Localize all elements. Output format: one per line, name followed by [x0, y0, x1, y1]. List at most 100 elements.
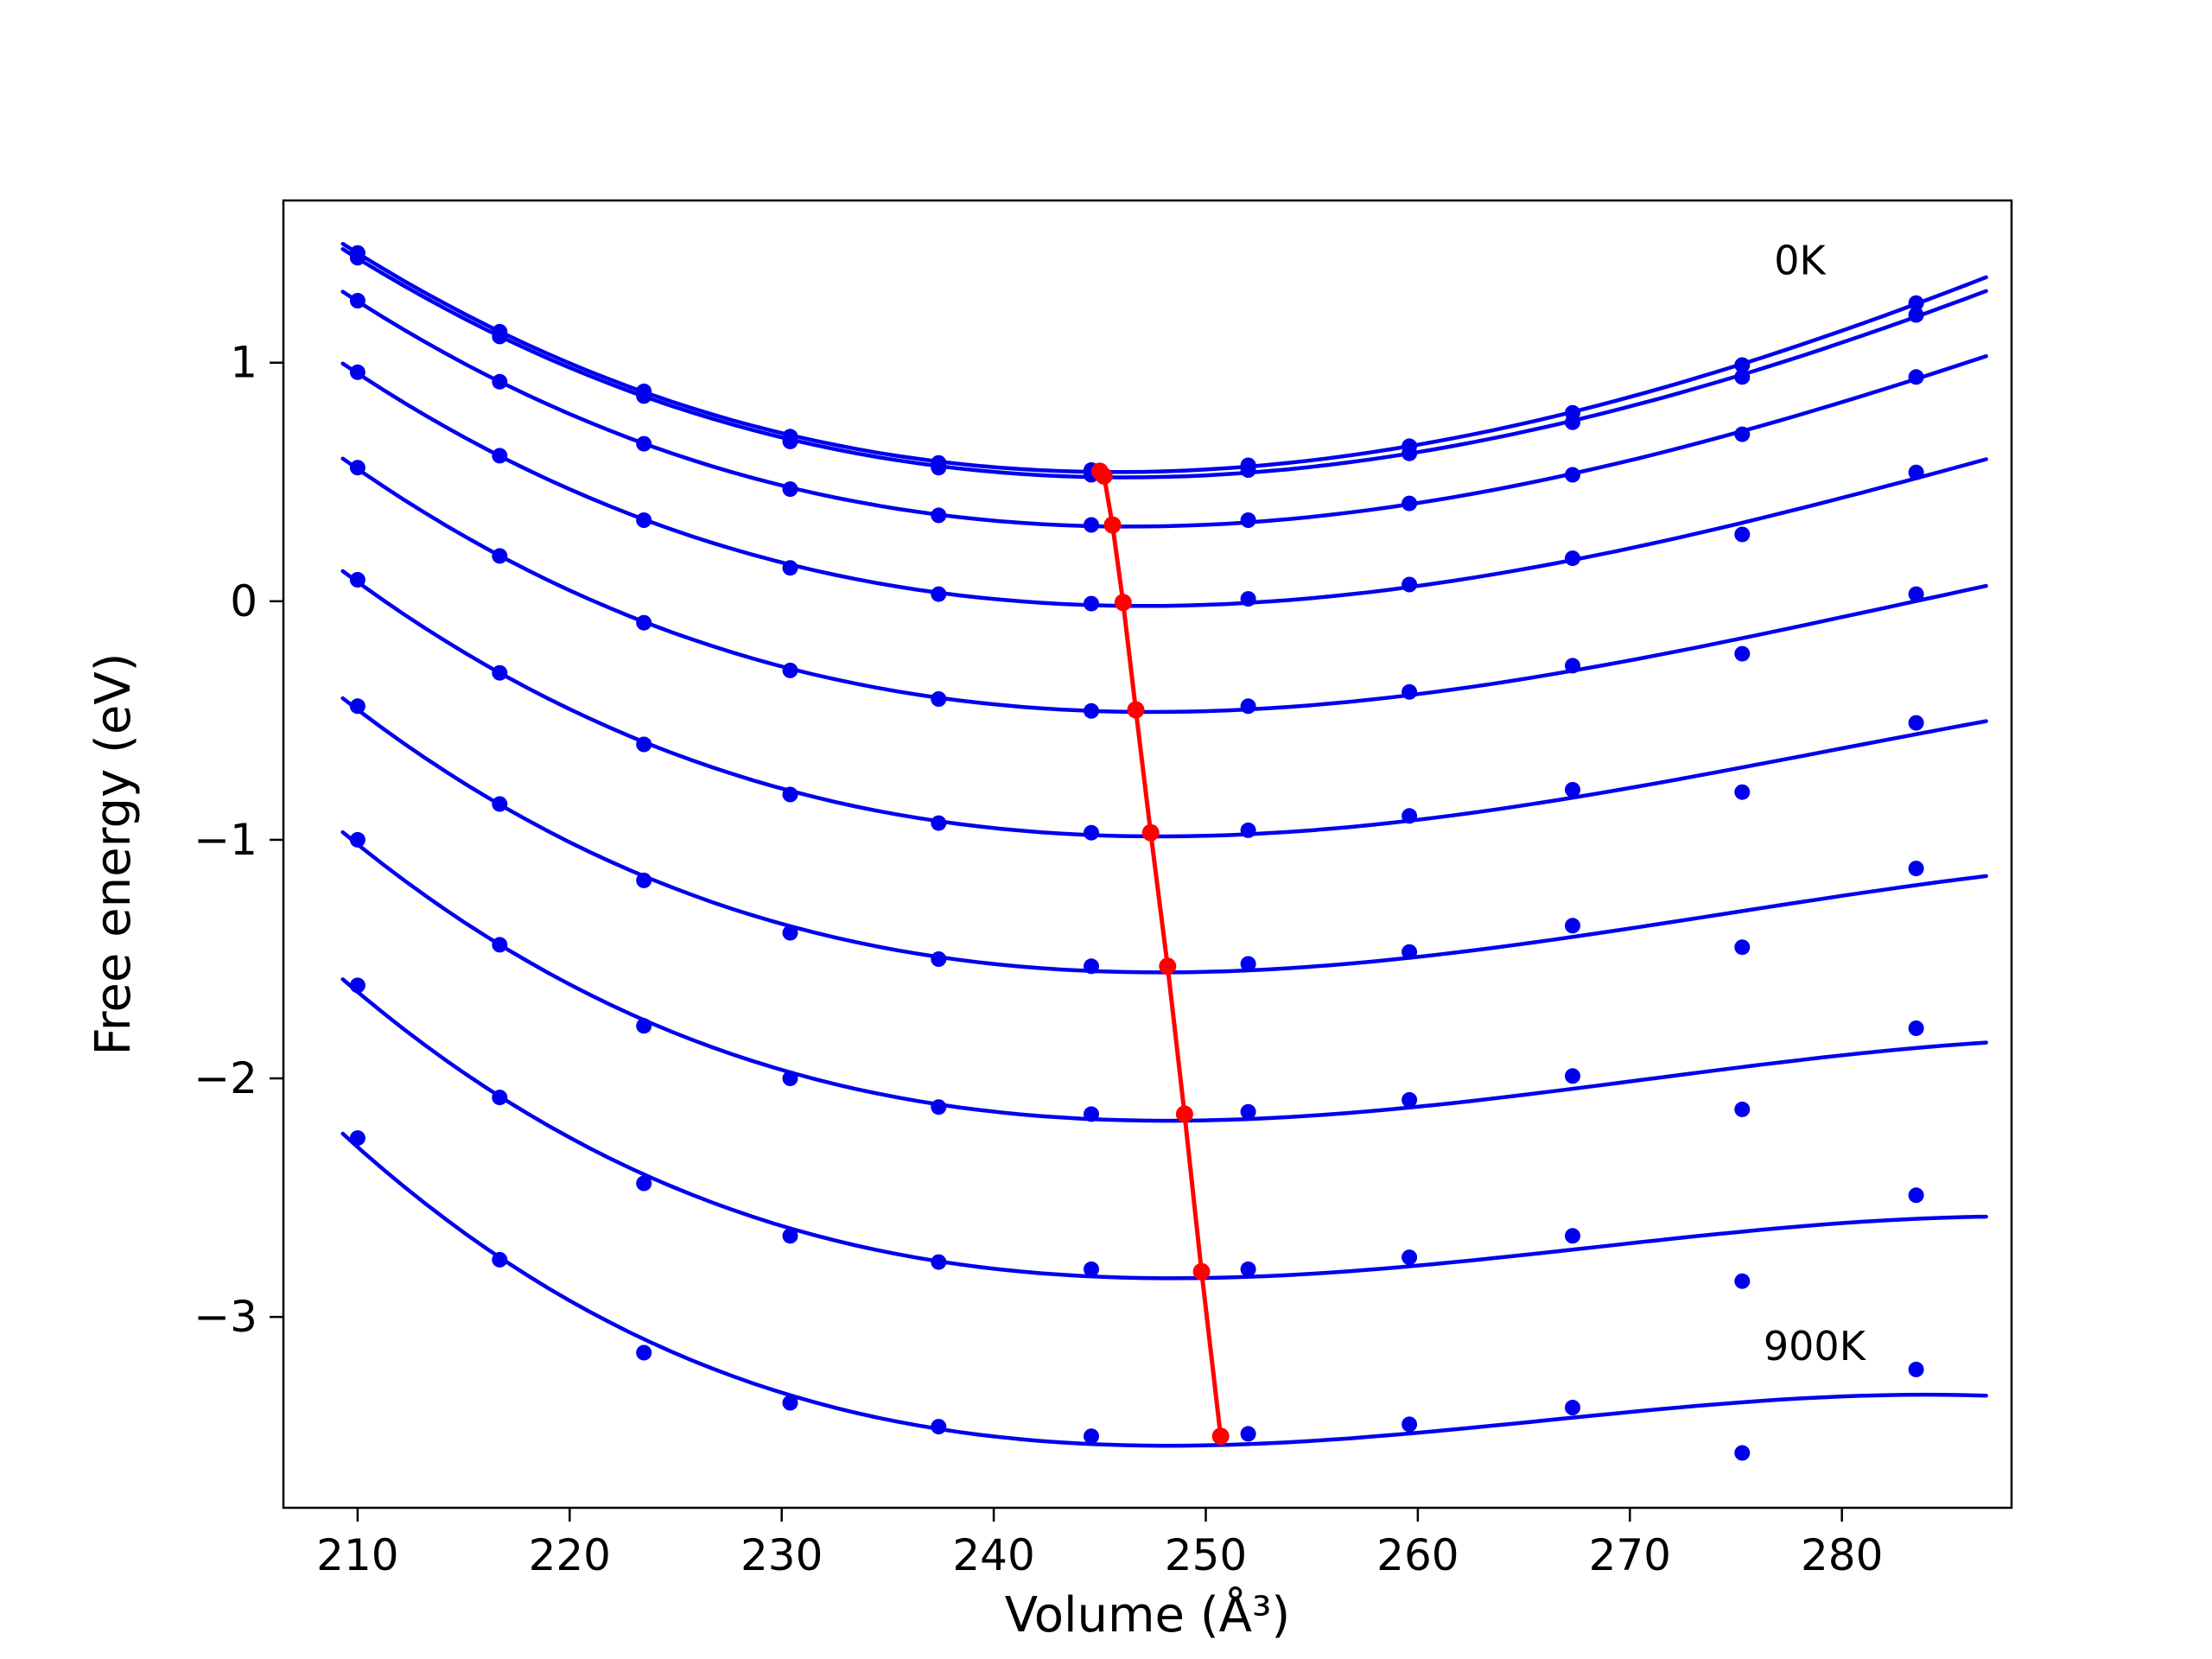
y-tick-label: −2 — [194, 1053, 257, 1103]
equilibrium-point — [1159, 957, 1177, 976]
data-point-800K — [1734, 1273, 1751, 1289]
data-point-400K — [1084, 702, 1099, 719]
data-point-600K — [1734, 939, 1751, 956]
equilibrium-points — [1090, 462, 1230, 1446]
x-tick-label: 250 — [1165, 1530, 1247, 1580]
data-point-300K — [1240, 591, 1256, 607]
fe-curve-400K — [340, 456, 1988, 715]
data-point-700K — [349, 831, 365, 848]
annotation-900K: 900K — [1764, 1323, 1867, 1370]
fe-curve-500K — [340, 569, 1988, 839]
equilibrium-point — [1192, 1262, 1211, 1281]
equilibrium-point — [1175, 1105, 1193, 1123]
data-point-700K — [636, 1018, 652, 1034]
data-point-200K — [931, 507, 947, 524]
data-point-200K — [1084, 517, 1099, 533]
data-point-500K — [1734, 784, 1751, 800]
data-point-900K — [1240, 1426, 1256, 1442]
data-point-300K — [492, 448, 508, 464]
data-point-400K — [931, 691, 947, 707]
data-point-700K — [1084, 1106, 1099, 1122]
data-point-500K — [1565, 782, 1580, 798]
equilibrium-point — [1114, 594, 1132, 612]
x-tick-label: 220 — [529, 1530, 611, 1580]
data-point-400K — [636, 614, 652, 631]
data-point-600K — [349, 698, 365, 715]
y-tick-label: 1 — [230, 338, 257, 388]
data-point-400K — [1240, 698, 1256, 715]
data-point-800K — [636, 1175, 652, 1192]
data-point-300K — [636, 512, 652, 528]
annotation-0K: 0K — [1774, 238, 1827, 284]
data-point-500K — [1402, 808, 1418, 824]
data-point-400K — [1908, 586, 1924, 602]
equilibrium-point — [1095, 467, 1113, 485]
data-point-500K — [349, 572, 365, 588]
data-point-700K — [1908, 1020, 1924, 1036]
data-point-500K — [1084, 824, 1099, 841]
fe-curve-900K — [340, 1131, 1988, 1448]
data-point-900K — [349, 1130, 365, 1147]
data-point-900K — [1084, 1428, 1099, 1445]
data-point-800K — [1402, 1249, 1418, 1266]
data-point-200K — [1402, 495, 1418, 512]
data-point-200K — [636, 435, 652, 452]
data-point-600K — [492, 796, 508, 812]
data-point-900K — [636, 1344, 652, 1361]
data-point-300K — [1734, 526, 1751, 543]
data-point-400K — [349, 460, 365, 476]
free-energy-curves — [340, 241, 1988, 1448]
data-point-100K — [1402, 445, 1418, 461]
axes-frame — [282, 199, 2013, 1510]
data-point-700K — [1734, 1101, 1751, 1117]
data-point-800K — [1084, 1261, 1099, 1277]
data-point-500K — [492, 664, 508, 681]
data-point-600K — [636, 872, 652, 888]
data-point-400K — [1734, 645, 1751, 662]
data-point-900K — [492, 1251, 508, 1268]
data-point-500K — [782, 786, 798, 803]
data-point-100K — [1734, 369, 1751, 385]
data-point-600K — [1402, 944, 1418, 960]
free-energy-data-points — [349, 245, 1924, 1461]
x-tick-label: 230 — [741, 1530, 823, 1580]
data-point-700K — [1565, 1068, 1580, 1084]
data-point-800K — [1908, 1187, 1924, 1204]
x-tick-label: 240 — [952, 1530, 1034, 1580]
data-point-100K — [636, 388, 652, 404]
data-point-600K — [1084, 958, 1099, 975]
x-tick-label: 270 — [1589, 1530, 1671, 1580]
equilibrium-point — [1103, 516, 1122, 534]
data-point-600K — [1240, 956, 1256, 972]
fe-curve-300K — [340, 361, 1988, 608]
data-point-600K — [1565, 918, 1580, 934]
data-point-400K — [492, 548, 508, 564]
y-tick-label: −1 — [194, 815, 257, 865]
data-point-100K — [1908, 307, 1924, 323]
data-point-700K — [931, 1099, 947, 1116]
data-point-200K — [782, 481, 798, 498]
data-point-700K — [492, 937, 508, 953]
fe-curve-100K — [340, 247, 1988, 480]
y-tick-label: 0 — [230, 576, 257, 626]
data-point-700K — [1240, 1103, 1256, 1120]
data-point-300K — [1402, 576, 1418, 593]
equilibrium-line — [1097, 468, 1224, 1439]
x-tick-label: 260 — [1376, 1530, 1459, 1580]
data-point-200K — [1240, 512, 1256, 528]
data-point-900K — [1402, 1416, 1418, 1433]
data-point-200K — [492, 373, 508, 390]
data-point-0K — [1908, 295, 1924, 311]
data-point-200K — [1565, 467, 1580, 483]
data-point-200K — [1908, 369, 1924, 385]
data-point-600K — [782, 925, 798, 941]
equilibrium-point — [1211, 1427, 1230, 1446]
data-point-300K — [1084, 595, 1099, 612]
data-point-200K — [349, 293, 365, 308]
data-point-400K — [782, 662, 798, 678]
data-point-100K — [782, 433, 798, 449]
data-point-700K — [1402, 1091, 1418, 1108]
data-point-500K — [636, 736, 652, 753]
data-point-100K — [349, 250, 365, 266]
